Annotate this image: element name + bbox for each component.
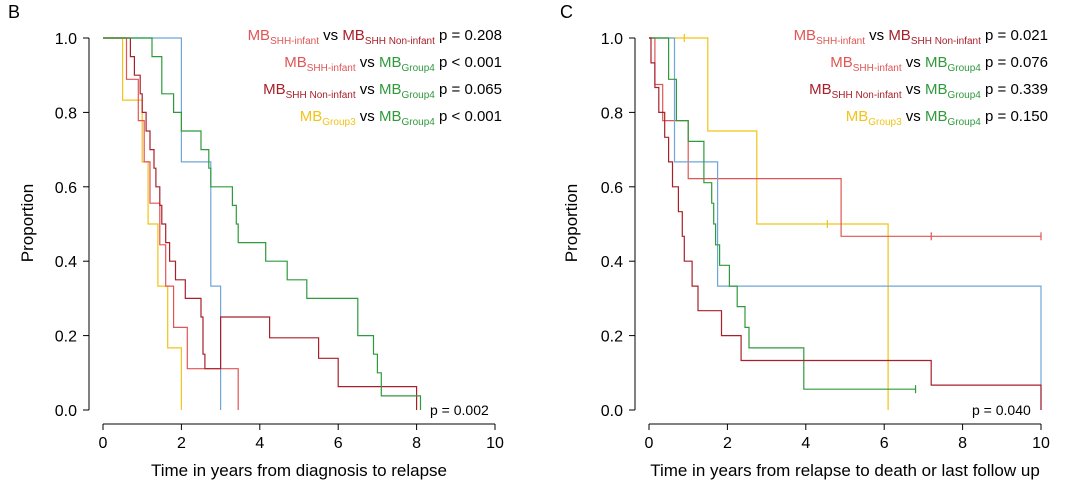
panel-c-curve-shh_infant xyxy=(649,37,1041,237)
panel-b-y-tick-label: 1.0 xyxy=(55,31,77,48)
panel-b-y-tick-label: 0.6 xyxy=(55,180,77,197)
panel-c-x-tick-label: 8 xyxy=(958,435,967,452)
panel-c-curve-blue xyxy=(649,37,1042,410)
panel-b-x-tick-label: 10 xyxy=(486,435,504,452)
panel-c-y-tick-label: 0.8 xyxy=(601,105,623,122)
panel-c-y-axis-label: Proportion xyxy=(562,184,581,262)
panel-c-x-tick-label: 4 xyxy=(801,435,810,452)
panel-c-y-tick-label: 0.4 xyxy=(601,254,623,271)
panel-c-letter: C xyxy=(560,2,573,22)
panel-c-plot-area: 0 2 4 6 8 10 0.0 0.2 0.4 0.6 0.8 1.0 MBSHH-infant vs… xyxy=(601,27,1050,452)
panel-c-legend-row: MBSHH Non-infant vs MBGroup4 p = 0.339 xyxy=(809,81,1048,101)
panel-c-y-tick-label: 0.6 xyxy=(601,180,623,197)
panel-c-y-tick-label: 0.0 xyxy=(601,403,623,420)
panel-b-y-tick-label: 0.4 xyxy=(55,254,77,271)
panel-c: C 0 2 4 6 8 10 0.0 0.2 0.4 0.6 0.8 1.0 MBSHH-infant … xyxy=(560,2,1050,480)
panel-b-plot-area: 0 2 4 6 8 10 0.0 0.2 0.4 0.6 0.8 1.0 MBSHH-infant vs… xyxy=(55,27,504,452)
panel-b-legend-row: MBSHH-infant vs MBSHH Non-infant p = 0.2… xyxy=(248,27,502,47)
panel-b-overall-p-value: p = 0.002 xyxy=(430,402,489,418)
panel-b-curve-group3 xyxy=(103,37,182,410)
panel-c-legend-row: MBSHH-infant vs MBSHH Non-infant p = 0.0… xyxy=(794,27,1048,47)
panel-c-x-tick-label: 6 xyxy=(880,435,889,452)
panel-b-x-tick-label: 6 xyxy=(334,435,343,452)
panel-b-x-axis-label: Time in years from diagnosis to relapse xyxy=(151,461,447,480)
panel-c-y-tick-label: 1.0 xyxy=(601,31,623,48)
panel-b-x-tick-label: 0 xyxy=(99,435,108,452)
panel-b-y-tick-label: 0.8 xyxy=(55,105,77,122)
panel-b-y-tick-label: 0.2 xyxy=(55,329,77,346)
panel-c-y-tick-label: 0.2 xyxy=(601,329,623,346)
panel-c-overall-p-value: p = 0.040 xyxy=(972,402,1031,418)
panel-b-y-axis-label: Proportion xyxy=(18,184,37,262)
panel-b-legend-row: MBSHH-infant vs MBGroup4 p < 0.001 xyxy=(284,54,502,74)
panel-b-x-tick-label: 2 xyxy=(177,435,186,452)
panel-b-curve-group4 xyxy=(103,37,422,410)
panel-c-curve-shh_noninfant xyxy=(649,37,1042,410)
panel-b-x-tick-label: 8 xyxy=(412,435,421,452)
panel-b-legend-row: MBGroup3 vs MBGroup4 p < 0.001 xyxy=(300,108,502,128)
panel-b-legend-row: MBSHH Non-infant vs MBGroup4 p = 0.065 xyxy=(263,81,502,101)
panel-c-curve-group4 xyxy=(649,37,916,390)
panel-c-curve-group3 xyxy=(649,37,889,410)
panel-c-legend-row: MBGroup3 vs MBGroup4 p = 0.150 xyxy=(846,108,1048,128)
panel-c-legend-row: MBSHH-infant vs MBGroup4 p = 0.076 xyxy=(830,54,1048,74)
panel-c-x-axis-label: Time in years from relapse to death or l… xyxy=(650,461,1040,480)
panel-b-letter: B xyxy=(8,2,20,22)
panel-c-x-tick-label: 2 xyxy=(723,435,732,452)
panel-b-curve-shh_noninfant xyxy=(103,37,418,410)
panel-b-curve-blue xyxy=(103,37,222,410)
panel-c-x-tick-label: 0 xyxy=(645,435,654,452)
panel-b-x-tick-label: 4 xyxy=(255,435,264,452)
panel-c-x-tick-label: 10 xyxy=(1032,435,1050,452)
panel-b: B 0 2 4 6 8 10 0.0 0.2 0.4 0.6 0.8 1.0 MBSHH-infant … xyxy=(8,2,504,480)
panel-b-y-tick-label: 0.0 xyxy=(55,403,77,420)
